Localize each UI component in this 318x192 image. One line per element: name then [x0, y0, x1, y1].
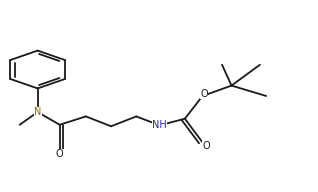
Text: O: O [203, 141, 210, 151]
Text: NH: NH [152, 120, 167, 130]
Text: N: N [34, 107, 41, 117]
Text: O: O [56, 149, 64, 159]
Text: O: O [200, 89, 208, 99]
